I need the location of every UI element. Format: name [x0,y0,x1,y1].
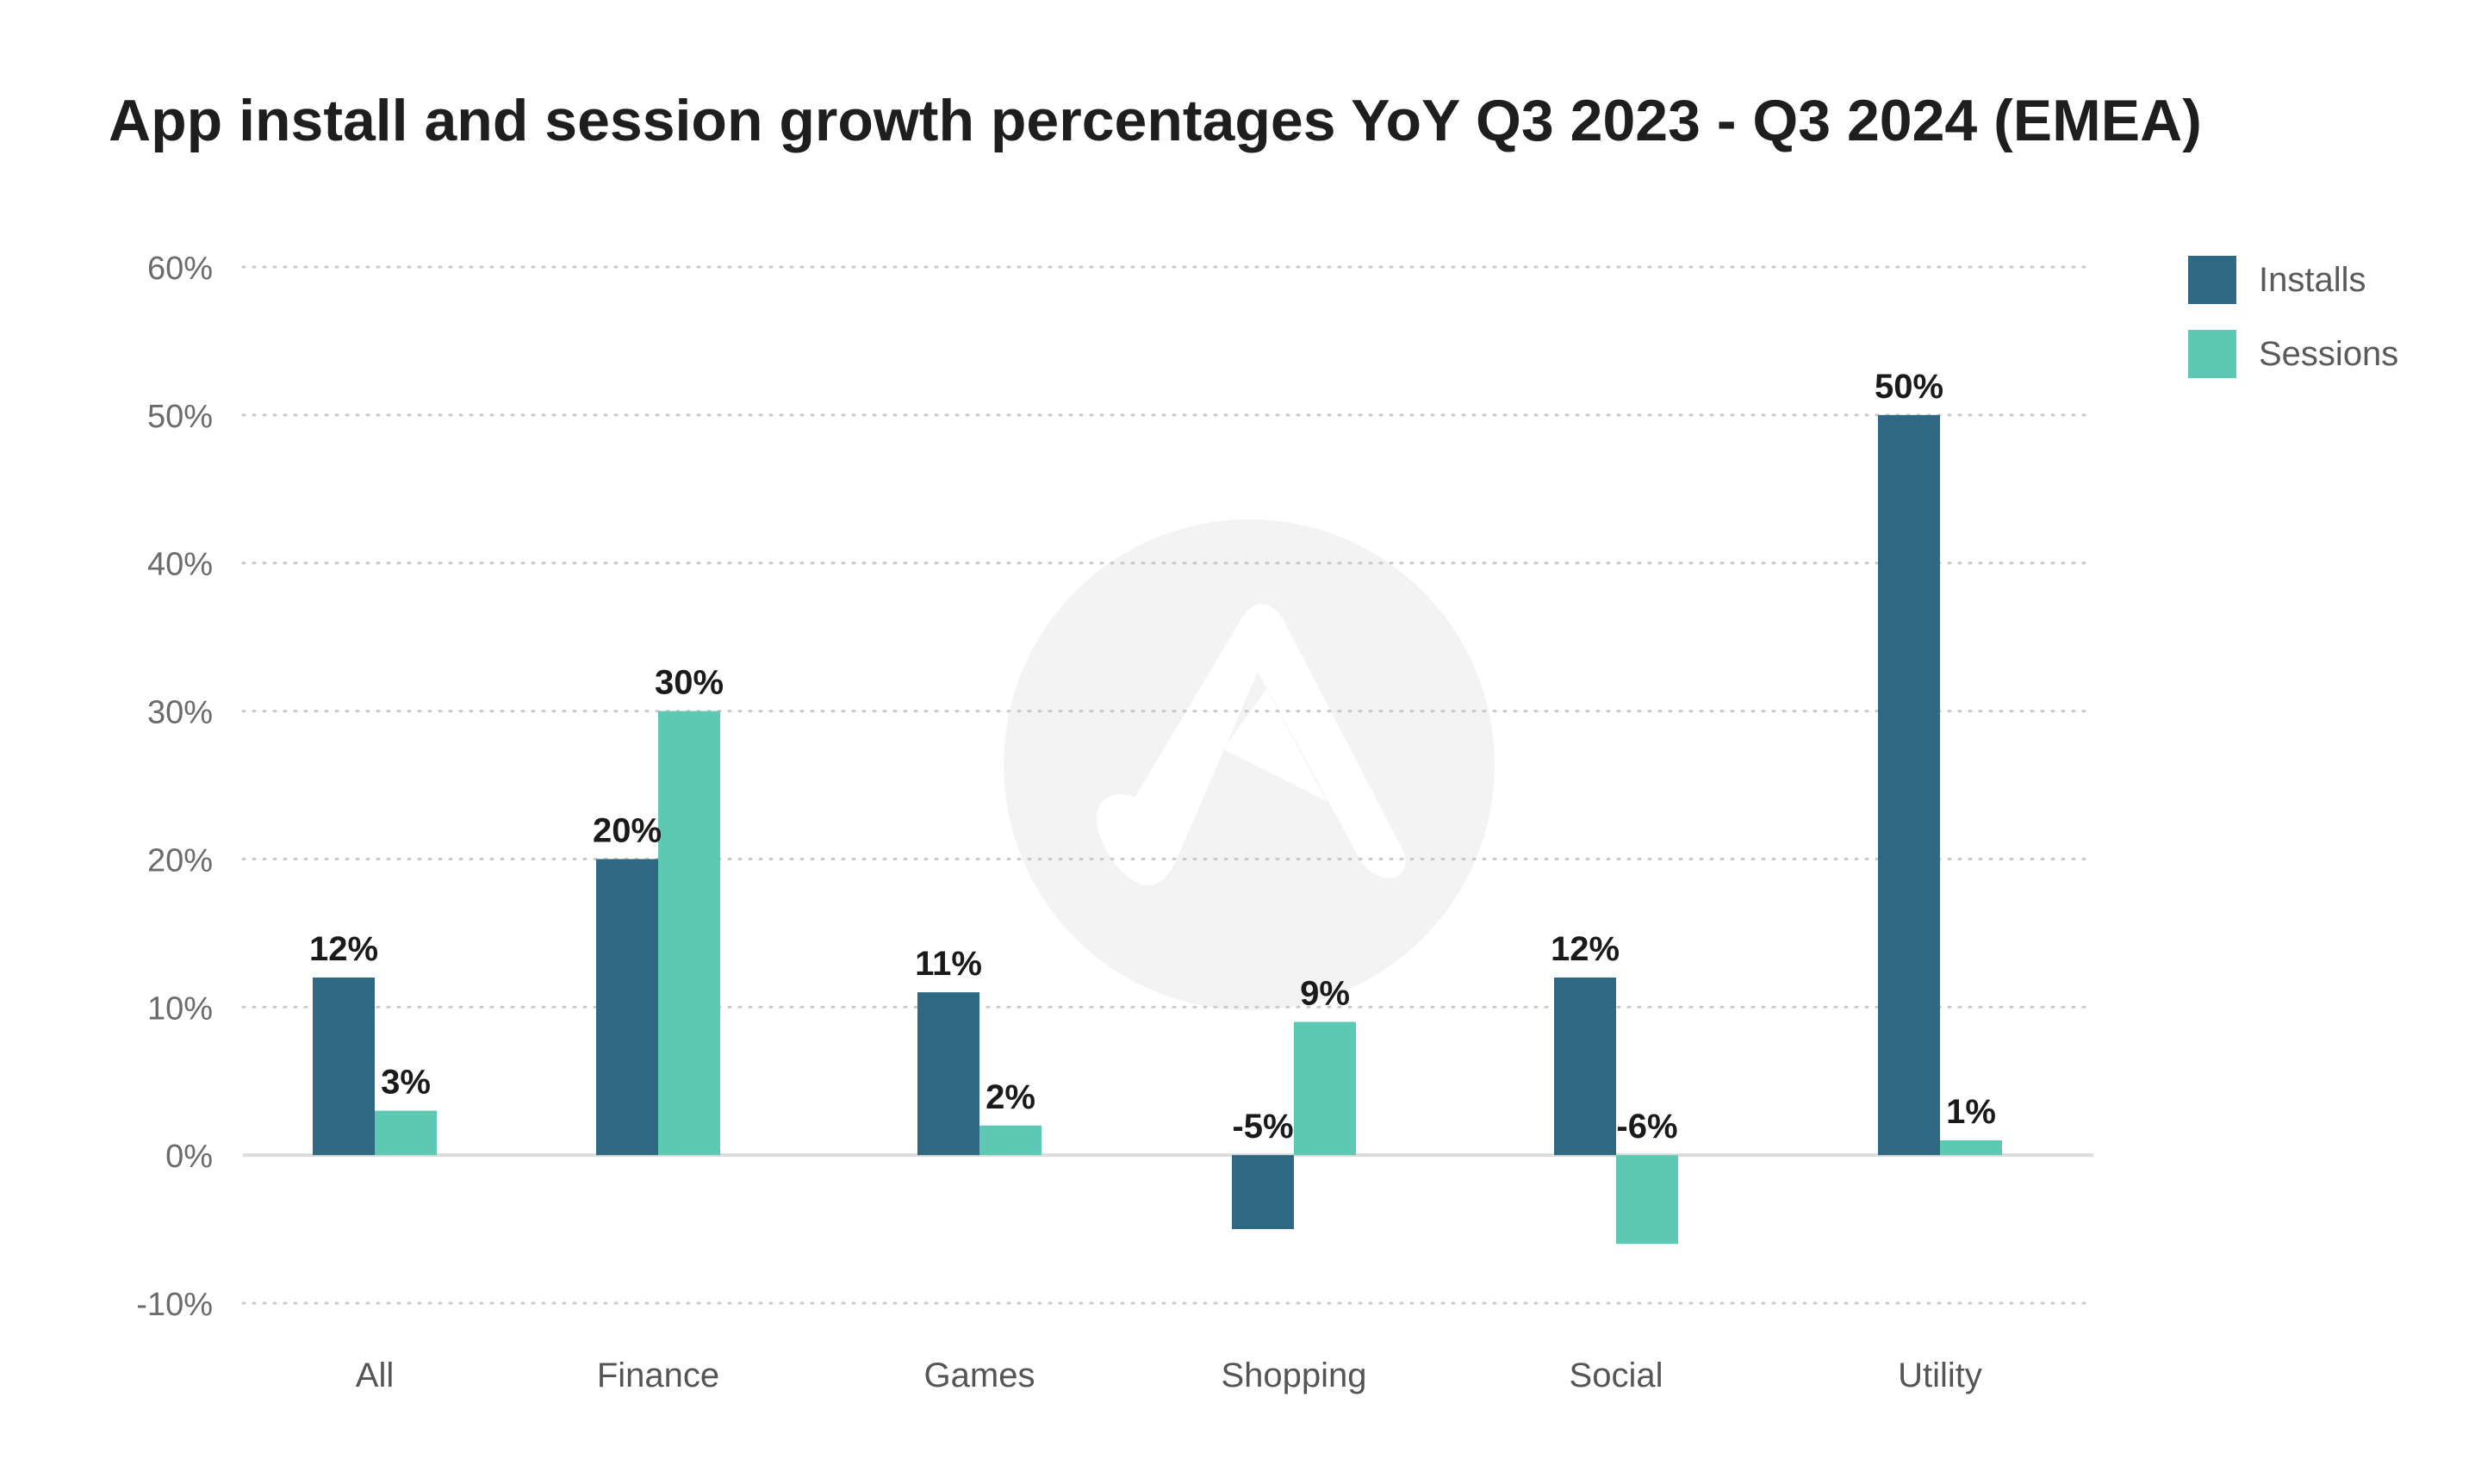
legend-label-installs: Installs [2259,261,2366,299]
bar-installs-social [1554,977,1616,1156]
data-label: 9% [1300,974,1350,1012]
data-label: 1% [1946,1093,1996,1131]
grid-lines [241,265,2095,1305]
chart-title: App install and session growth percentag… [109,88,2202,153]
data-label: 20% [593,811,662,849]
bar-sessions-games [979,1125,1042,1156]
legend-swatch-sessions [2188,330,2236,378]
y-tick-label: -10% [136,1287,213,1323]
y-tick-label: 60% [147,251,213,287]
y-tick-label: 50% [147,399,213,435]
x-category-label: Finance [597,1357,719,1394]
watermark-logo-icon [1004,519,1495,1010]
data-label: 50% [1875,368,1943,406]
bar-installs-utility [1878,414,1940,1156]
y-tick-label: 0% [165,1139,213,1175]
x-category-label: Utility [1898,1357,1982,1394]
bar-installs-finance [596,859,658,1156]
data-label: -5% [1232,1108,1293,1146]
x-axis-categories: All Finance Games Shopping Social Utility [356,1357,1982,1394]
x-category-label: Games [924,1357,1035,1394]
data-label: 11% [915,945,982,983]
bar-installs-games [917,992,979,1156]
data-label: 12% [1551,930,1620,968]
legend: Installs Sessions [2188,256,2398,378]
y-tick-label: 20% [147,842,213,879]
y-axis-ticks: -10% 0% 10% 20% 30% 40% 50% 60% [136,251,213,1323]
x-category-label: All [356,1357,394,1394]
data-label: 30% [655,664,724,702]
bar-sessions-utility [1940,1139,2002,1156]
bar-sessions-all [375,1110,437,1156]
x-category-label: Social [1570,1357,1663,1394]
x-category-label: Shopping [1221,1357,1366,1394]
data-label: 2% [986,1078,1035,1116]
bar-sessions-social [1616,1155,1678,1245]
y-tick-label: 30% [147,695,213,731]
bar-installs-shopping [1232,1155,1294,1230]
bar-sessions-shopping [1294,1021,1356,1156]
bar-installs-all [313,977,375,1156]
legend-label-sessions: Sessions [2259,335,2398,373]
y-tick-label: 40% [147,547,213,583]
data-labels: 12% 20% 11% -5% 12% 50% 3% 30% 2% 9% -6% 1% [309,368,1996,1146]
data-label: 12% [309,930,378,968]
data-label: 3% [381,1064,431,1102]
y-tick-label: 10% [147,990,213,1027]
legend-swatch-installs [2188,256,2236,304]
bars [313,414,2002,1245]
data-label: -6% [1616,1108,1677,1146]
bar-sessions-finance [658,711,720,1156]
